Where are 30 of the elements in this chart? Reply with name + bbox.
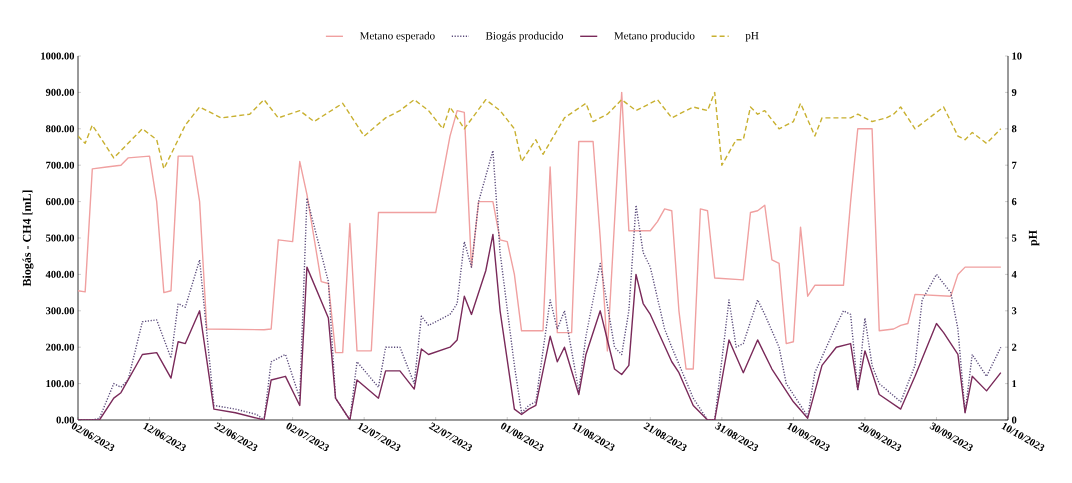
y-tick-label: 1000.00 <box>41 52 75 60</box>
legend-label: Metano esperado <box>359 31 435 42</box>
y2-tick-label: 2 <box>1011 343 1017 351</box>
y2-tick-label: 3 <box>1011 307 1017 315</box>
y2-tick-label: 7 <box>1012 161 1017 169</box>
y-tick-label: 200.00 <box>46 343 75 351</box>
y-tick-label: 700.00 <box>46 161 75 169</box>
legend-label: Metano producido <box>614 31 695 42</box>
y2-tick-label: 8 <box>1011 125 1017 133</box>
y2-tick-label: 1 <box>1012 380 1017 388</box>
y2-tick-label: 0 <box>1011 416 1017 424</box>
y-tick-label: 800.00 <box>45 125 75 133</box>
y2-tick-label: 5 <box>1011 234 1017 242</box>
y2-tick-label: 9 <box>1011 88 1017 96</box>
y-tick-label: 100.00 <box>46 380 75 388</box>
y-tick-label: 400.00 <box>45 270 75 278</box>
line-series <box>78 233 1002 420</box>
y-tick-label: 0.00 <box>56 416 75 424</box>
line-series <box>78 91 1002 370</box>
y2-tick-label: 10 <box>1012 52 1022 60</box>
y2-tick-label: 6 <box>1011 198 1017 206</box>
legend-label: pH <box>745 31 759 42</box>
y-tick-label: 600.00 <box>45 198 75 206</box>
y-tick-label: 900.00 <box>45 88 75 96</box>
y-tick-label: 500.00 <box>46 234 75 242</box>
y2-axis-title: pH <box>1028 230 1040 246</box>
y2-tick-label: 4 <box>1011 270 1017 278</box>
y-axis-title: Biogás - CH4 [mL] <box>22 190 34 287</box>
legend-label: Biogás producido <box>485 31 564 42</box>
y-tick-label: 300.00 <box>45 307 75 315</box>
